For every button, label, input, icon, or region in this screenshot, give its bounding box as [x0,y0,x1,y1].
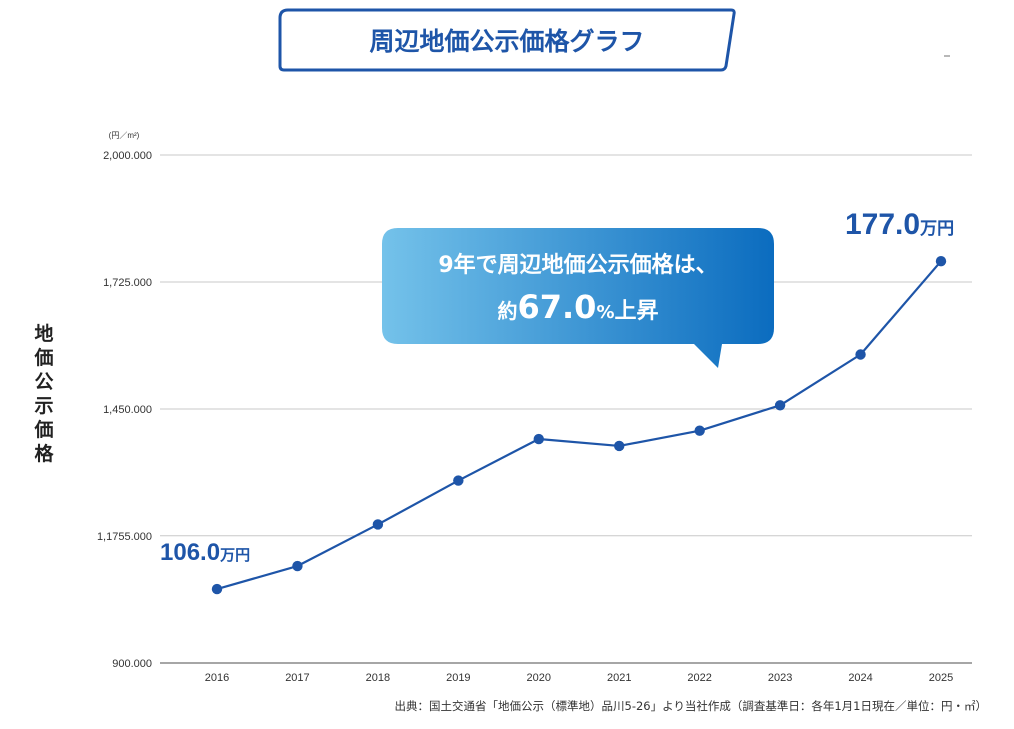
x-tick-label: 2024 [848,672,872,684]
x-tick-label: 2020 [527,672,551,684]
data-point [774,400,786,411]
callout-bubble: 9年で周辺地価公示価格は、 約67.0%上昇 [382,228,774,368]
data-point [614,440,625,452]
callout-line1: 9年で周辺地価公示価格は、 [438,252,717,278]
data-point [292,560,303,572]
callout-prefix: 約 [497,299,517,323]
data-point [372,519,384,530]
data-points [211,256,947,595]
y-axis-title: 地価公示価格 [33,322,54,465]
data-point [935,256,947,267]
data-point [533,433,544,445]
series-polyline [215,260,943,591]
y-tick-label: 900.000 [112,658,152,670]
y-axis-label: 地価公示価格 [33,322,54,465]
y-tick-label: 1,1755.000 [97,531,152,543]
callout-percent: % [596,302,614,323]
x-tick-label: 2016 [205,672,229,684]
callout-value: 67.0 [517,288,596,326]
y-tick-label: 2,000.000 [103,150,152,162]
data-point [855,349,866,360]
data-point [211,583,223,595]
x-tick-label: 2021 [607,672,631,684]
series-line [215,260,943,591]
y-unit-label: (円／m²) [109,131,140,140]
x-tick-label: 2023 [768,672,792,684]
chart-title-box: 周辺地価公示価格グラフ [278,8,736,72]
x-tick-label: 2019 [446,672,470,684]
y-tick-label: 1,450.000 [103,404,152,416]
data-point [694,425,705,436]
callout-suffix: 上昇 [614,299,658,324]
x-tick-labels: 2016 2017 2018 2019 2020 2021 2022 2023 2024 2025 [205,672,953,684]
y-tick-labels: 900.000 1,1755.000 1,450.000 1,725.000 2,000… [97,150,152,670]
y-tick-label: 1,725.000 [103,277,152,289]
x-tick-label: 2025 [929,672,953,684]
x-tick-label: 2017 [285,672,309,684]
data-point [453,475,464,486]
x-tick-label: 2018 [366,672,390,684]
chart-title: 周辺地価公示価格グラフ [369,27,644,56]
start-value-label: 106.0万円 [160,539,250,566]
x-tick-label: 2022 [687,672,711,684]
end-value-label: 177.0万円 [845,208,954,241]
source-note: 出典：国土交通省「地価公示（標準地）品川5-26」より当社作成（調査基準日：各年… [395,699,988,713]
callout-line2: 約67.0%上昇 [497,288,658,326]
